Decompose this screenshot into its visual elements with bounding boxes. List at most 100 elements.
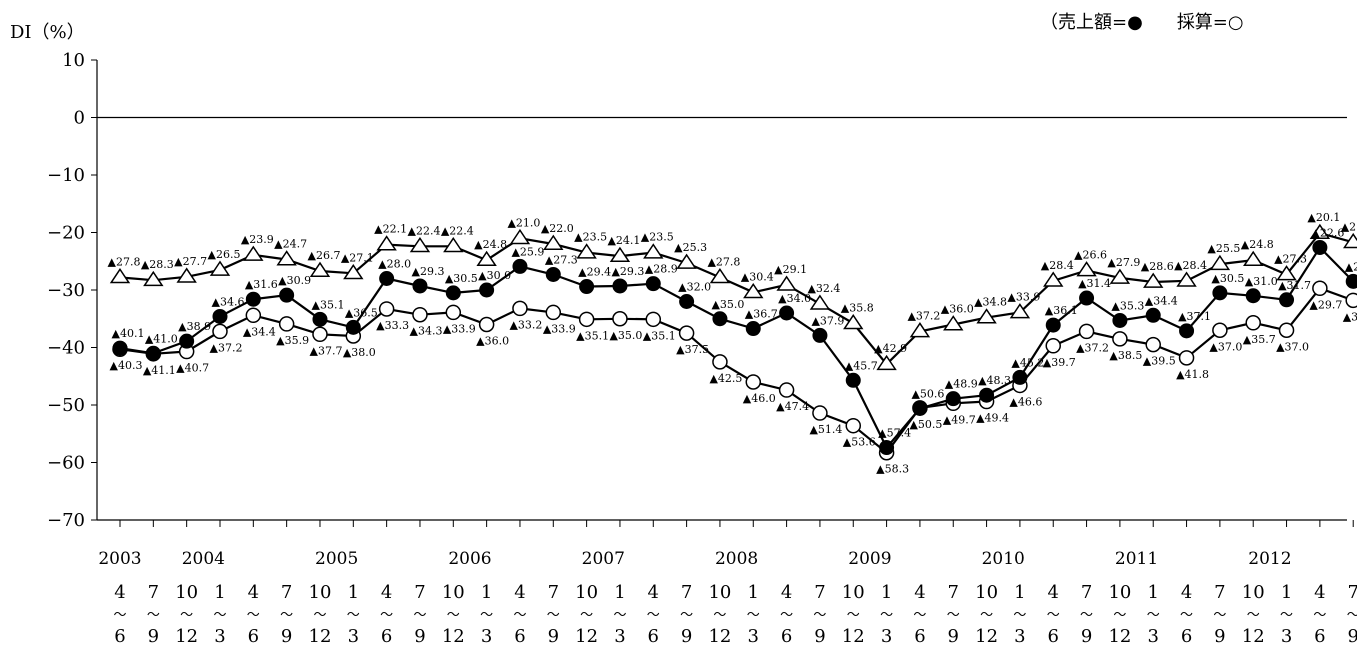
x-year-label: 2007 (582, 549, 625, 569)
x-period-tilde: 〜 (1280, 608, 1293, 623)
x-period-tilde: 〜 (213, 608, 226, 623)
data-label-triangle: ▲33.9 (1007, 290, 1040, 303)
data-label-sales: ▲48.3 (978, 374, 1011, 387)
x-period-end-label: 12 (442, 626, 465, 647)
x-period-end-label: 9 (1347, 626, 1357, 647)
x-period-tilde: 〜 (447, 608, 460, 623)
point-triangle (609, 246, 631, 263)
data-label-profit: ▲35.7 (1243, 333, 1276, 346)
point-profit (812, 405, 828, 421)
x-period-tilde: 〜 (880, 608, 893, 623)
point-sales (212, 308, 228, 324)
data-label-profit: ▲41.1 (143, 364, 176, 377)
data-label-triangle: ▲24.1 (607, 234, 640, 247)
data-label-sales: ▲35.1 (312, 298, 345, 311)
x-period-end-label: 12 (1108, 626, 1131, 647)
point-sales (1079, 290, 1095, 306)
point-triangle (143, 270, 164, 287)
data-label-profit: ▲37.0 (1209, 340, 1242, 353)
y-tick-label: −40 (47, 338, 85, 359)
x-period-tilde: 〜 (747, 608, 760, 623)
x-period-end-label: 3 (1148, 626, 1159, 647)
x-period-end-label: 6 (648, 626, 659, 647)
data-label-profit: ▲33.2 (509, 318, 542, 331)
point-sales (1345, 273, 1357, 289)
point-sales (245, 291, 261, 307)
data-label-triangle: ▲28.6 (1141, 260, 1174, 273)
point-triangle (343, 263, 364, 280)
x-period-end-label: 9 (1081, 626, 1092, 647)
x-period-start-label: 1 (614, 582, 625, 603)
point-triangle (1243, 250, 1264, 267)
data-label-sales: ▲31.6 (245, 278, 278, 291)
x-period-start-label: 10 (1242, 582, 1265, 603)
point-sales (179, 333, 195, 349)
x-period-tilde: 〜 (347, 608, 360, 623)
data-label-sales: ▲30.9 (278, 274, 311, 287)
x-period-tilde: 〜 (813, 608, 826, 623)
x-period-end-label: 9 (681, 626, 692, 647)
point-triangle (1109, 268, 1131, 284)
point-profit (278, 316, 295, 332)
x-period-tilde: 〜 (280, 608, 293, 623)
point-sales (1245, 288, 1261, 304)
x-period-end-label: 9 (281, 626, 292, 647)
point-triangle (509, 228, 531, 245)
data-label-triangle: ▲24.8 (474, 238, 507, 251)
point-profit (612, 311, 628, 327)
point-triangle (376, 235, 397, 251)
data-label-profit: ▲35.0 (609, 329, 642, 342)
point-sales (845, 372, 861, 388)
x-period-tilde: 〜 (1180, 608, 1193, 623)
data-label-sales: ▲41.0 (145, 332, 178, 345)
point-triangle (1143, 272, 1164, 288)
x-period-start-label: 4 (914, 582, 925, 603)
point-sales (579, 279, 595, 295)
x-period-start-label: 1 (481, 582, 492, 603)
data-label-sales: ▲25.9 (511, 245, 544, 258)
data-label-profit: ▲39.5 (1143, 355, 1176, 368)
point-triangle (676, 253, 697, 269)
data-label-sales: ▲45.2 (1011, 356, 1044, 369)
point-sales (445, 285, 461, 301)
data-label-profit: ▲34.4 (243, 325, 276, 338)
x-period-tilde: 〜 (380, 608, 393, 623)
x-period-end-label: 3 (1281, 626, 1292, 647)
x-period-end-label: 9 (148, 626, 159, 647)
x-period-end-label: 12 (842, 626, 865, 647)
data-label-sales: ▲27.3 (545, 253, 578, 266)
x-period-start-label: 1 (1014, 582, 1025, 603)
x-year-label: 2004 (182, 549, 225, 569)
point-triangle (243, 245, 264, 261)
point-profit (1045, 338, 1061, 354)
x-period-end-label: 6 (914, 626, 925, 647)
x-period-end-label: 9 (414, 626, 425, 647)
data-label-profit: ▲38.5 (1109, 349, 1142, 362)
x-year-label: 2008 (715, 549, 758, 569)
x-period-tilde: 〜 (1113, 608, 1126, 623)
x-period-end-label: 9 (948, 626, 959, 647)
point-triangle (1343, 232, 1357, 249)
data-label-profit: ▲36.0 (476, 335, 509, 348)
x-period-end-label: 3 (214, 626, 225, 647)
point-triangle (1176, 271, 1197, 287)
x-period-end-label: 6 (1314, 626, 1325, 647)
data-label-triangle: ▲24.7 (274, 238, 307, 251)
point-triangle (843, 313, 864, 330)
data-label-triangle: ▲26.5 (208, 248, 241, 261)
point-profit (512, 300, 528, 317)
data-label-sales: ▲29.4 (578, 266, 611, 279)
data-label-profit: ▲38.0 (343, 346, 376, 359)
point-profit (645, 311, 662, 328)
x-period-tilde: 〜 (713, 608, 726, 623)
y-axis-label: DI（%） (10, 22, 85, 43)
data-label-sales: ▲37.9 (811, 314, 844, 327)
data-label-profit: ▲35.9 (276, 334, 309, 347)
x-period-end-label: 12 (175, 626, 198, 647)
x-period-tilde: 〜 (580, 608, 593, 623)
point-profit (378, 301, 395, 317)
x-period-tilde: 〜 (547, 608, 560, 623)
x-period-start-label: 4 (514, 582, 525, 603)
x-period-tilde: 〜 (113, 608, 126, 623)
